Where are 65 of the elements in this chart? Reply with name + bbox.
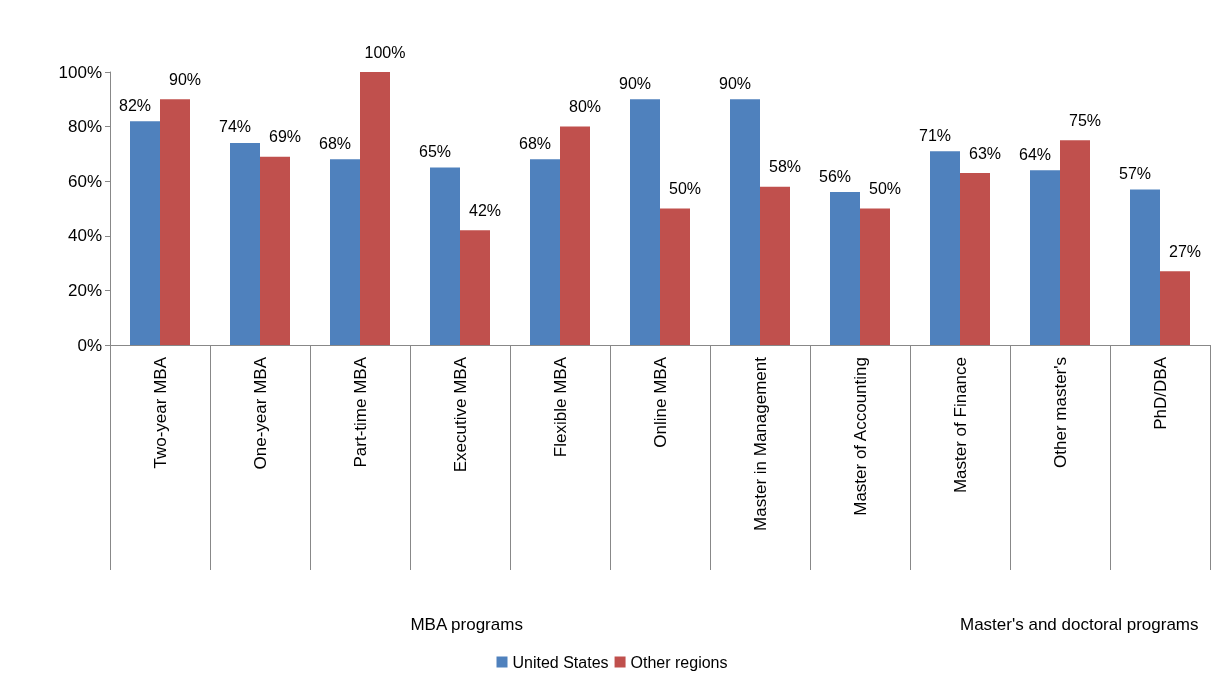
data-label: 100%: [364, 43, 406, 61]
bar: [530, 159, 560, 345]
y-tick-label: 80%: [67, 117, 102, 137]
legend-label: Other regions: [630, 653, 728, 671]
bar: [360, 72, 390, 345]
data-label: 65%: [418, 143, 452, 161]
x-tick-label: Master of Accounting: [850, 357, 870, 516]
data-label: 64%: [1018, 145, 1052, 163]
bar: [1160, 271, 1190, 345]
y-tick-label: 0%: [77, 335, 102, 355]
data-label: 74%: [218, 118, 252, 136]
bar: [630, 99, 660, 345]
data-label: 90%: [168, 70, 202, 88]
data-label: 90%: [718, 74, 752, 92]
y-tick-label: 40%: [67, 226, 102, 246]
data-label: 82%: [118, 96, 152, 114]
bar: [160, 99, 190, 345]
data-label: 27%: [1168, 242, 1202, 260]
data-label: 42%: [468, 201, 502, 219]
data-label: 56%: [818, 167, 852, 185]
bar: [860, 208, 890, 345]
y-tick-label: 60%: [67, 171, 102, 191]
x-tick-label: Two-year MBA: [150, 356, 170, 469]
bar: [830, 192, 860, 345]
bar: [1060, 140, 1090, 345]
x-tick-label: One-year MBA: [250, 356, 270, 470]
x-tick-label: Executive MBA: [450, 356, 470, 473]
bar: [130, 121, 160, 345]
data-label: 68%: [518, 134, 552, 152]
x-tick-label: Online MBA: [650, 356, 670, 448]
data-label: 69%: [268, 128, 302, 146]
bar: [260, 156, 290, 345]
bar: [230, 142, 260, 345]
data-label: 57%: [1118, 164, 1152, 182]
data-label: 80%: [568, 98, 602, 116]
bar: [1030, 170, 1060, 345]
legend-label: United States: [512, 653, 609, 671]
data-label: 75%: [1068, 111, 1102, 129]
x-tick-label: Master in Management: [750, 356, 770, 531]
data-label: 90%: [618, 74, 652, 92]
text: Master's and doctoral programs: [960, 615, 1199, 634]
bar: [330, 159, 360, 345]
bar: [430, 167, 460, 345]
x-tick-label: Part-time MBA: [350, 356, 370, 468]
x-tick-label: Master of Finance: [950, 357, 970, 494]
text: MBA programs: [410, 615, 523, 634]
x-tick-label: Other master's: [1050, 357, 1070, 468]
bar: [960, 173, 990, 345]
data-label: 50%: [868, 180, 902, 197]
bar: [760, 186, 790, 345]
bar: [930, 151, 960, 345]
y-tick-label: 20%: [67, 280, 102, 300]
bar: [730, 99, 760, 345]
bar: [560, 126, 590, 345]
data-label: 63%: [968, 144, 1002, 162]
data-label: 71%: [918, 126, 952, 144]
bar: [460, 230, 490, 345]
bar: [1130, 189, 1160, 345]
y-tick-label: 100%: [58, 62, 102, 82]
data-label: 50%: [668, 180, 702, 197]
x-tick-label: PhD/DBA: [1150, 356, 1170, 430]
bar: [660, 208, 690, 345]
data-label: 58%: [768, 158, 802, 176]
data-label: 68%: [318, 134, 352, 152]
x-tick-label: Flexible MBA: [550, 356, 570, 458]
